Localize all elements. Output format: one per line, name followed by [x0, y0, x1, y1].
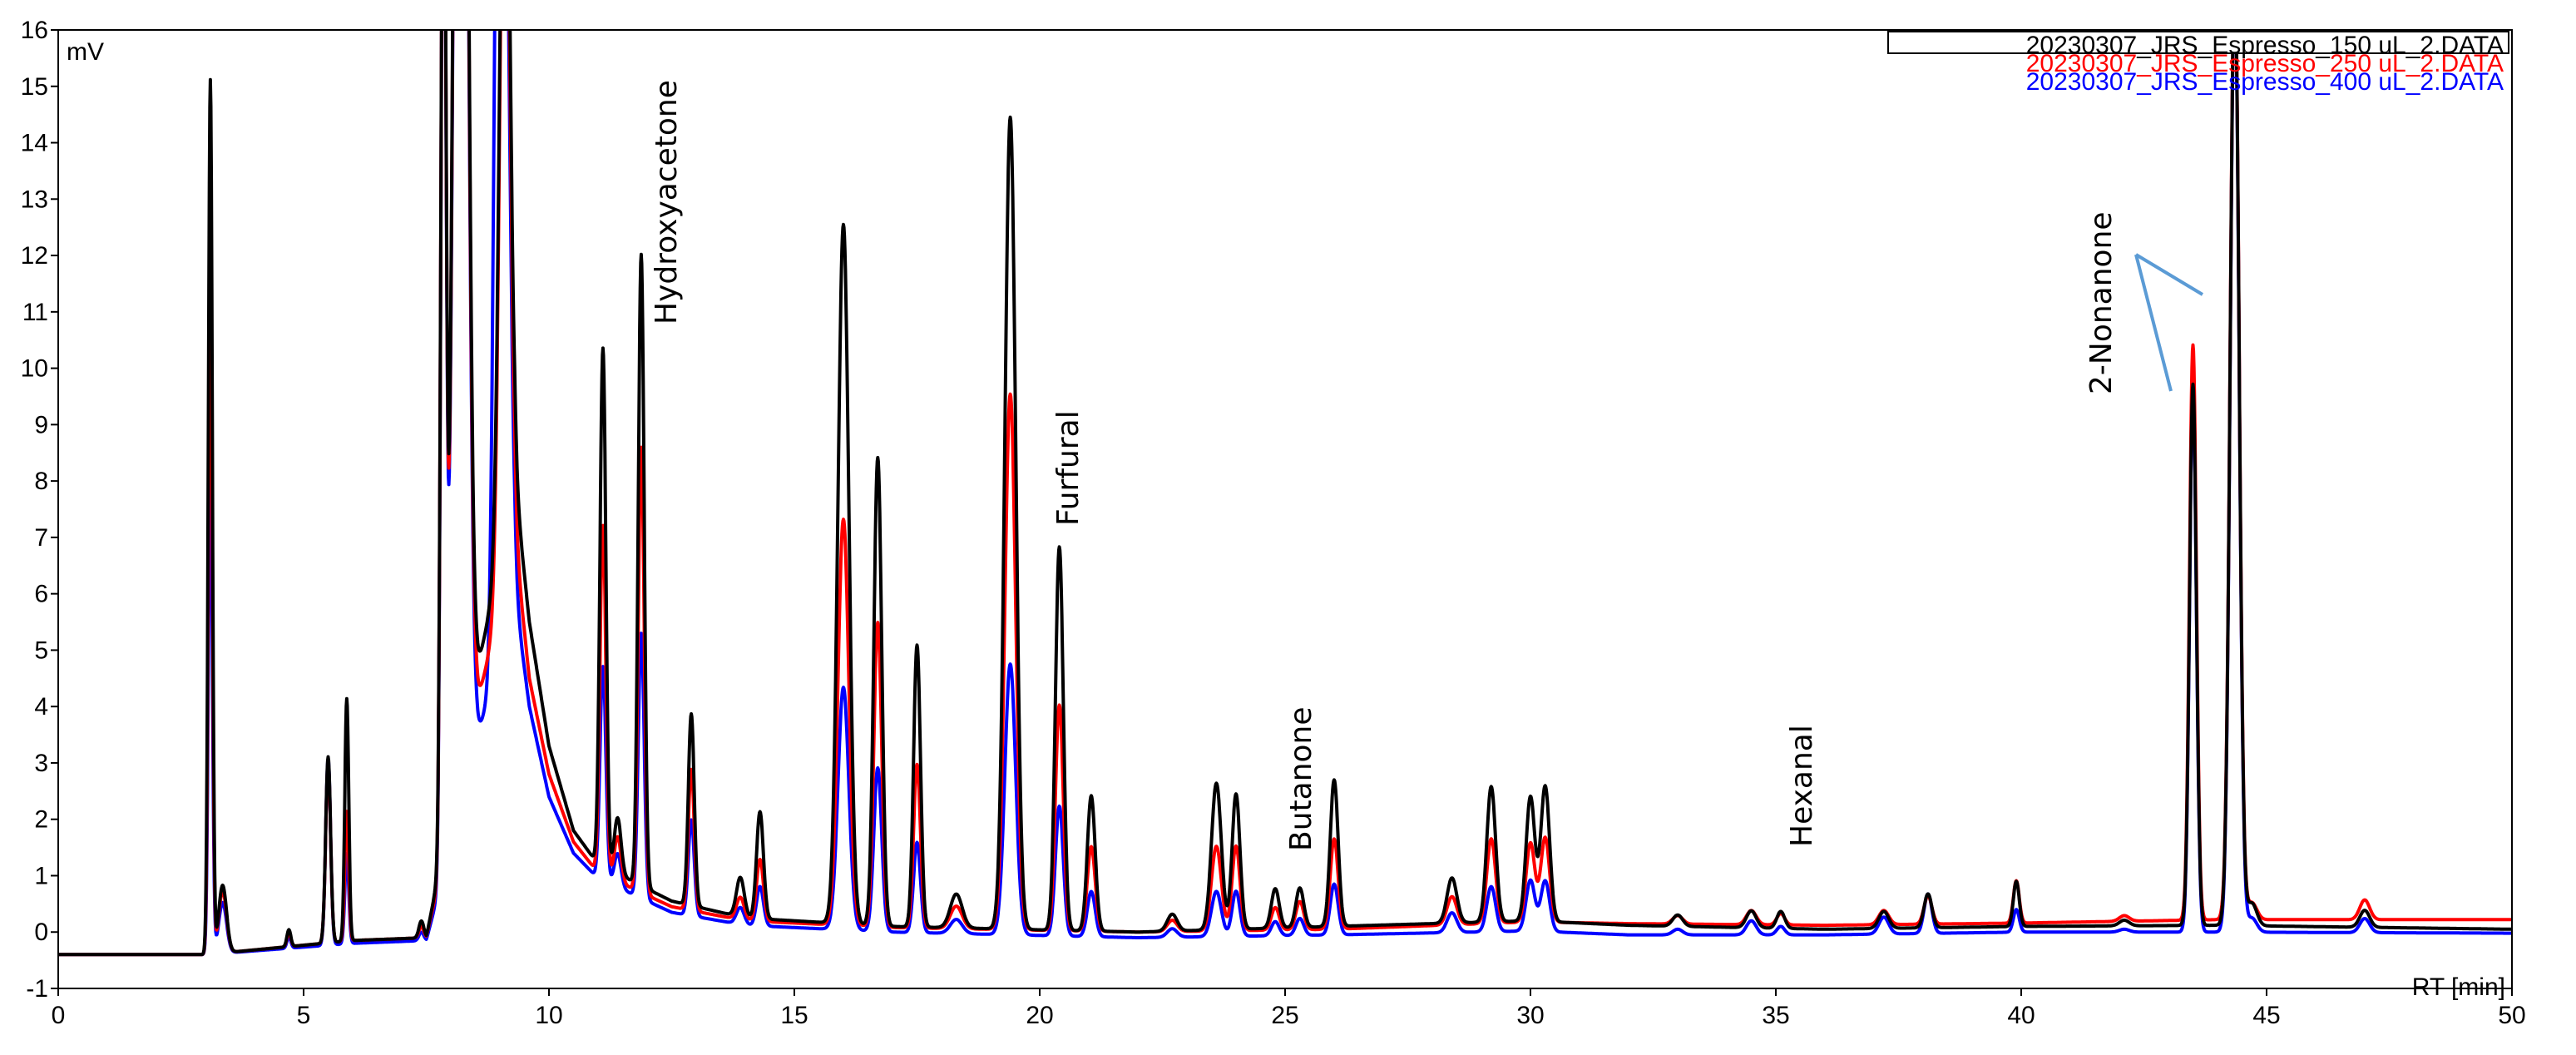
- x-tick-label: 0: [52, 1002, 66, 1029]
- y-tick-label: 6: [34, 581, 48, 608]
- y-tick-label: 16: [21, 17, 48, 44]
- legend: 20230307_JRS_Espresso_150 uL_2.DATA 2023…: [1887, 31, 2509, 96]
- y-tick-label: 8: [34, 468, 48, 495]
- x-tick-label: 45: [2252, 1002, 2280, 1029]
- annotation-furfural: Furfural: [1051, 410, 1085, 526]
- x-axis-label: RT [min]: [2412, 973, 2505, 1001]
- y-tick-label: 15: [21, 73, 48, 101]
- y-tick-label: 14: [21, 130, 48, 157]
- y-tick-label: 4: [34, 693, 48, 721]
- x-tick-label: 20: [1026, 1002, 1053, 1029]
- series-layer: [58, 30, 2512, 957]
- annotation-butanone: Butanone: [1284, 707, 1318, 852]
- annotation-hexanal: Hexanal: [1785, 725, 1819, 847]
- annotation-2-nonanone: 2-Nonanone: [2084, 211, 2119, 394]
- legend-entry-blue: 20230307_JRS_Espresso_400 uL_2.DATA: [2026, 68, 2504, 96]
- callout-line-left: [2134, 254, 2173, 392]
- annotation-hydroxyacetone: Hydroxyacetone: [650, 80, 684, 324]
- legend-box: [1887, 31, 2509, 54]
- x-tick-label: 40: [2007, 1002, 2035, 1029]
- x-tick-label: 10: [535, 1002, 562, 1029]
- y-tick-label: 13: [21, 186, 48, 213]
- x-tick-label: 35: [1762, 1002, 1789, 1029]
- series-line: [58, 30, 2512, 957]
- series-line: [58, 30, 2512, 957]
- y-axis-label: mV: [67, 38, 104, 66]
- y-tick-label: 9: [34, 411, 48, 438]
- y-tick-label: 11: [22, 299, 48, 326]
- x-tick-label: 50: [2498, 1002, 2525, 1029]
- legend-entry-red: 20230307_JRS_Espresso_250 uL_2.DATA: [2026, 50, 2504, 77]
- y-tick-label: 10: [21, 355, 48, 383]
- x-tick-label: 15: [780, 1002, 808, 1029]
- axis-layer: 0 5 10 15 20 25 30 35 40 45 50-1012345678910111213…: [21, 17, 2526, 1029]
- y-tick-label: 5: [34, 636, 48, 664]
- y-tick-label: 12: [21, 242, 48, 270]
- y-tick-label: -1: [26, 975, 48, 1003]
- y-tick-label: 3: [34, 750, 48, 777]
- y-tick-label: 0: [34, 919, 48, 946]
- legend-entry-black: 20230307_JRS_Espresso_150 uL_2.DATA: [2026, 32, 2504, 59]
- callout-line-right: [2134, 253, 2204, 296]
- x-tick-label: 5: [297, 1002, 311, 1029]
- x-tick-label: 25: [1271, 1002, 1298, 1029]
- nonanone-callout-arrows: [2134, 253, 2204, 392]
- series-line: [58, 30, 2512, 957]
- y-tick-label: 2: [34, 806, 48, 834]
- y-tick-label: 7: [34, 524, 48, 552]
- y-tick-label: 1: [34, 862, 48, 889]
- x-tick-label: 30: [1516, 1002, 1544, 1029]
